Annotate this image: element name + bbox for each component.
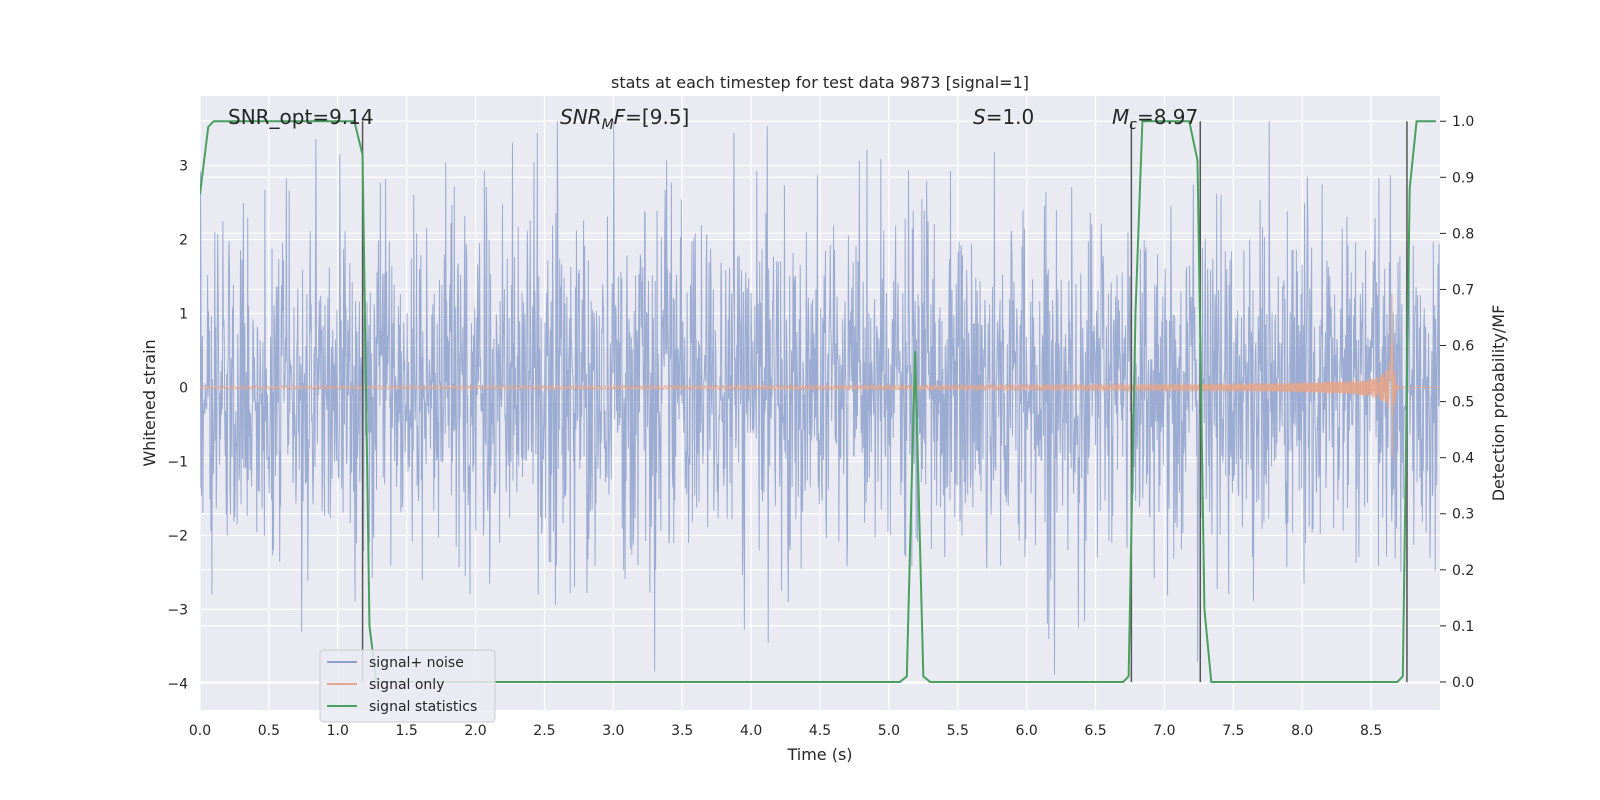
- x-tick-label-9: 4.5: [809, 723, 831, 739]
- x-tick-label-8: 4.0: [740, 723, 762, 739]
- annotation-snr-opt: SNR_opt=9.14: [228, 105, 374, 129]
- x-tick-label-16: 8.0: [1291, 723, 1313, 739]
- x-tick-label-5: 2.5: [533, 723, 555, 739]
- x-axis-label: Time (s): [786, 745, 852, 764]
- x-tick-label-14: 7.0: [1153, 723, 1175, 739]
- y-axis-ticks: −4 −3 −2 −1 0 1 2 3: [167, 159, 188, 693]
- x-tick-label-1: 0.5: [258, 723, 280, 739]
- x-tick-label-13: 6.5: [1084, 723, 1106, 739]
- y2-tick-label-2: 0.2: [1452, 563, 1474, 579]
- annotation-snr-mf-subscript: M: [602, 117, 614, 133]
- legend-label-signal-only: signal only: [369, 677, 444, 693]
- x-tick-label-0: 0.0: [189, 723, 211, 739]
- x-tick-label-12: 6.0: [1016, 723, 1038, 739]
- annotation-s-value: =1.0: [986, 105, 1035, 129]
- x-tick-label-17: 8.5: [1360, 723, 1382, 739]
- x-tick-label-7: 3.5: [671, 723, 693, 739]
- y-tick-label-5: 1: [179, 306, 188, 322]
- y2-tick-label-1: 0.1: [1452, 619, 1474, 635]
- annotation-snr-mf-symbol: SNR: [560, 105, 602, 129]
- y-tick-label-0: −4: [167, 676, 188, 692]
- x-tick-label-3: 1.5: [396, 723, 418, 739]
- y-tick-label-1: −3: [167, 602, 188, 618]
- x-tick-label-2: 1.0: [327, 723, 349, 739]
- y2-tick-label-0: 0.0: [1452, 675, 1474, 691]
- series-signal-only: [200, 294, 1440, 459]
- y2-tick-label-6: 0.6: [1452, 339, 1474, 355]
- y2-tick-label-8: 0.8: [1452, 226, 1474, 242]
- annotation-s: S=1.0: [973, 105, 1034, 129]
- y2-tick-label-10: 1.0: [1452, 114, 1474, 130]
- y-tick-label-7: 3: [179, 159, 188, 175]
- series-signal-statistics: [200, 120, 1436, 683]
- legend-box: [319, 649, 496, 723]
- x-tick-label-10: 5.0: [878, 723, 900, 739]
- y-tick-label-3: −1: [167, 454, 188, 470]
- x-axis-ticks: 0.0 0.5 1.0 1.5 2.0 2.5 3.0 3.5 4.0 4.5 5.0 5.5 6.0 6…: [189, 723, 1382, 739]
- y2-tick-label-9: 0.9: [1452, 170, 1474, 186]
- series-layer: [200, 120, 1440, 683]
- annotation-mc-symbol: M: [1112, 105, 1129, 129]
- x-tick-label-15: 7.5: [1222, 723, 1244, 739]
- y2-axis-ticks: 0.0 0.1 0.2 0.3 0.4 0.5 0.6 0.7 0.8 0.9 1.0: [1440, 114, 1474, 691]
- legend: signal+ noise signal only signal statist…: [319, 649, 496, 723]
- annotation-snr-mf: SNRMF=[9.5]: [560, 105, 689, 133]
- annotation-mc-subscript: c: [1129, 117, 1137, 133]
- y2-axis-label: Detection probability/MF: [1489, 305, 1508, 502]
- x-tick-label-4: 2.0: [464, 723, 486, 739]
- series-signal-plus-noise: [200, 121, 1440, 675]
- y-tick-label-4: 0: [179, 380, 188, 396]
- x-tick-label-11: 5.5: [947, 723, 969, 739]
- y2-tick-label-7: 0.7: [1452, 282, 1474, 298]
- y2-tick-label-5: 0.5: [1452, 395, 1474, 411]
- y2-tick-label-4: 0.4: [1452, 451, 1474, 467]
- annotation-mc-value: =8.97: [1137, 105, 1198, 129]
- chart-title: stats at each timestep for test data 987…: [611, 73, 1029, 92]
- y-tick-label-6: 2: [179, 233, 188, 249]
- legend-label-signal-plus-noise: signal+ noise: [369, 655, 464, 671]
- x-tick-label-6: 3.0: [602, 723, 624, 739]
- y2-tick-label-3: 0.3: [1452, 507, 1474, 523]
- y-axis-label: Whitened strain: [140, 339, 159, 466]
- annotation-snr-mf-symbol-tail: F: [614, 105, 626, 129]
- annotation-mc: Mc=8.97: [1112, 105, 1198, 133]
- legend-label-signal-statistics: signal statistics: [369, 699, 477, 715]
- annotation-snr-mf-value: =[9.5]: [625, 105, 689, 129]
- y-tick-label-2: −2: [167, 528, 188, 544]
- annotation-s-symbol: S: [973, 105, 986, 129]
